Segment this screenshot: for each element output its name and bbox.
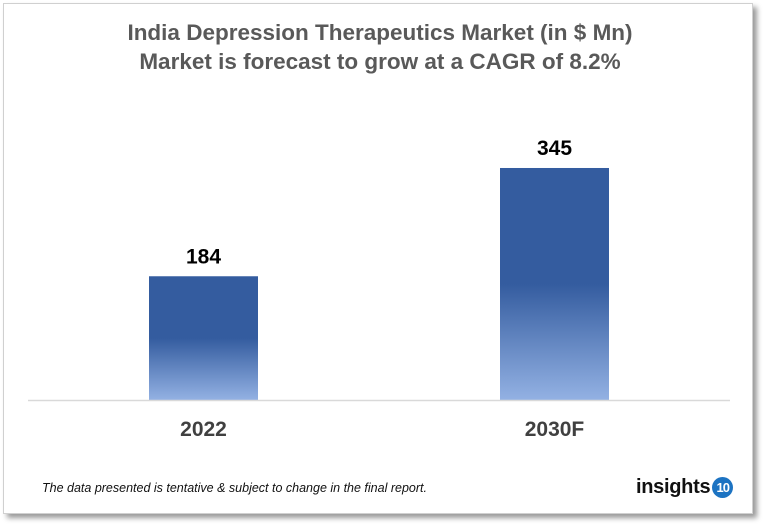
chart-title-block: India Depression Therapeutics Market (in… (0, 18, 760, 76)
logo-badge: 10 (712, 477, 734, 498)
data-label: 345 (537, 137, 572, 160)
bar-2030F (500, 167, 609, 400)
logo-text: insights (636, 476, 711, 498)
x-tick-label: 2022 (180, 418, 227, 441)
x-tick-label: 2030F (525, 418, 585, 441)
chart-title: India Depression Therapeutics Market (in… (127, 20, 633, 45)
insights10-logo: insights 10 (636, 476, 734, 499)
data-label: 184 (186, 245, 221, 268)
footnote: The data presented is tentative & subjec… (42, 481, 427, 495)
bar-2022 (149, 276, 258, 400)
chart-frame (3, 3, 753, 514)
chart-subtitle: Market is forecast to grow at a CAGR of … (139, 49, 621, 74)
